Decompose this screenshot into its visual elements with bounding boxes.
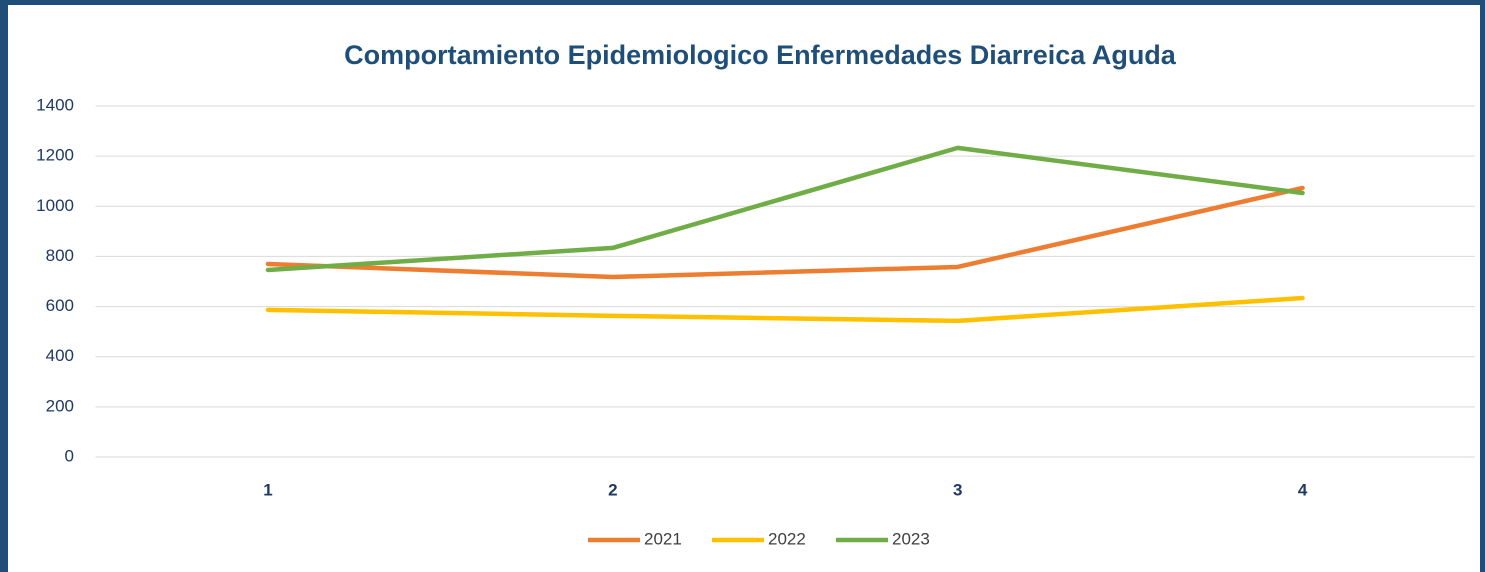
chart-area [8,5,1480,572]
x-tick-label: 1 [263,480,272,499]
y-tick-label: 1200 [36,146,74,165]
x-tick-label: 3 [953,480,962,499]
y-tick-label: 1000 [36,196,74,215]
y-tick-label: 800 [46,246,74,265]
x-tick-label: 4 [1298,480,1308,499]
series-line [265,185,1305,280]
y-tick-label: 0 [65,446,74,465]
chart-title: Comportamiento Epidemiologico Enfermedad… [344,40,1177,70]
x-tick-label: 2 [608,480,617,499]
series-line [265,145,1305,273]
legend-label: 2021 [644,529,682,548]
series-line [265,295,1305,324]
y-tick-label: 1400 [36,95,74,114]
y-tick-label: 600 [46,296,74,315]
legend-label: 2022 [768,529,806,548]
legend-label: 2023 [892,529,930,548]
y-tick-label: 200 [46,396,74,415]
y-tick-label: 400 [46,346,74,365]
